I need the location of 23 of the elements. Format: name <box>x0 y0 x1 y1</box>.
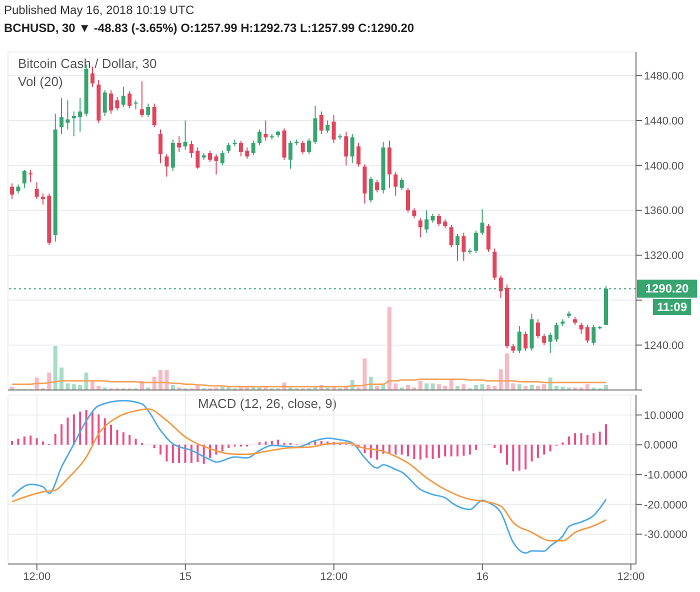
y-tick-label: -10.0000 <box>644 469 688 482</box>
y-tick-label: 1320.00 <box>644 250 684 262</box>
y-tick-label: 1400.00 <box>644 160 684 172</box>
y-tick-label: 1440.00 <box>644 115 684 128</box>
chart-title: MACD (12, 26, close, 9) <box>197 396 338 411</box>
y-tick-label: 10.0000 <box>644 410 684 422</box>
text: Published May 16, 2018 10:19 UTC <box>4 3 194 17</box>
x-tick-label: 12:00 <box>23 570 51 583</box>
y-tick-label: 0.0000 <box>644 440 678 452</box>
y-tick-label: 1360.00 <box>644 205 684 218</box>
y-tick-label: -20.0000 <box>644 499 688 512</box>
x-tick-label: 15 <box>179 570 192 583</box>
chart-title: Bitcoin Cash / Dollar, 30 <box>17 56 158 71</box>
ref-line-label: 1290.20 <box>645 282 690 296</box>
y-tick-label: -30.0000 <box>644 529 688 542</box>
y-tick-label: 1240.00 <box>644 340 684 352</box>
y-tick-label: 1480.00 <box>644 70 684 82</box>
chart-title: Vol (20) <box>17 74 64 89</box>
x-tick-label: 16 <box>476 570 488 583</box>
x-tick-label: 12:00 <box>320 570 348 583</box>
text: 11:09 <box>653 299 692 315</box>
text: BCHUSD, 30 ▼ -48.83 (-3.65%) O:1257.99 H:1292.73 L:1257.99 C:1290.20 <box>4 21 414 35</box>
x-tick-label: 12:00 <box>617 570 645 583</box>
